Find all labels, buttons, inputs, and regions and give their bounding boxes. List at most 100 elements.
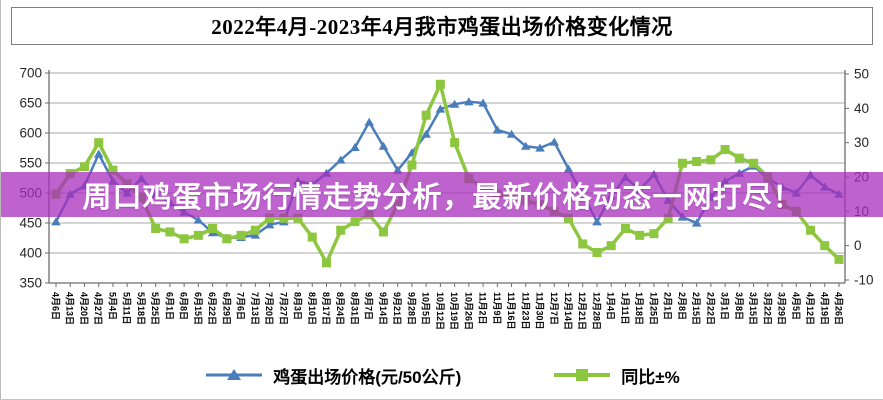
right-axis-label: 50 [854, 67, 869, 82]
x-axis-label: 7月6日 [236, 292, 246, 320]
x-axis-label: 10月26日 [463, 292, 473, 330]
price-point-marker [506, 129, 517, 138]
x-axis-label: 12月7日 [549, 292, 559, 325]
price-point-marker [51, 217, 61, 226]
yoy-point-marker [265, 213, 275, 223]
price-point-marker [93, 149, 104, 158]
x-axis-label: 6月22日 [207, 292, 217, 325]
yoy-point-marker [179, 234, 189, 244]
x-axis-label: 12月14日 [563, 292, 573, 330]
yoy-point-marker [165, 227, 175, 237]
x-axis-label: 9月7日 [364, 292, 374, 320]
price-line [54, 100, 840, 240]
x-axis-label: 10月19日 [449, 292, 459, 330]
price-point-marker [350, 142, 360, 151]
x-axis-label: 11月2日 [478, 292, 488, 325]
x-axis-label: 2月1日 [663, 292, 673, 320]
chart-legend: 鸡蛋出场价格(元/50公斤) 同比±% [1, 357, 883, 393]
x-axis-label: 4月19日 [819, 292, 829, 325]
yoy-point-marker [208, 224, 218, 233]
x-axis-label: 3月22日 [762, 292, 772, 325]
yoy-series-marker-icon [554, 369, 611, 381]
x-axis-label: 3月15日 [748, 292, 758, 325]
price-point-marker [421, 129, 431, 138]
price-point-marker [592, 217, 602, 226]
x-axis-label: 3月8日 [734, 292, 744, 320]
x-axis-label: 4月5日 [791, 292, 801, 320]
yoy-point-marker [564, 213, 574, 223]
price-point-marker [435, 104, 446, 113]
yoy-point-marker [236, 230, 246, 240]
yoy-point-marker [407, 160, 417, 170]
x-axis-label: 10月12日 [435, 292, 445, 330]
yoy-point-marker [706, 155, 716, 165]
x-axis-label: 7月20日 [264, 292, 274, 325]
price-series-marker-icon [206, 369, 263, 380]
x-axis-label: 11月23日 [520, 292, 530, 330]
yoy-point-marker [578, 239, 588, 249]
left-axis-label: 550 [19, 156, 42, 171]
yoy-point-marker [193, 230, 203, 240]
price-point-marker [193, 215, 204, 224]
yoy-point-marker [250, 225, 260, 235]
yoy-point-marker [307, 232, 317, 242]
x-axis-label: 6月29日 [221, 292, 231, 325]
price-point-marker [392, 165, 403, 174]
left-axis-label: 700 [19, 66, 42, 81]
legend-item-price: 鸡蛋出场价格(元/50公斤) [205, 363, 461, 388]
x-axis-label: 3月29日 [777, 292, 787, 325]
x-axis-label: 12月21日 [577, 292, 587, 330]
legend-label-price: 鸡蛋出场价格(元/50公斤) [273, 367, 462, 387]
x-axis-label: 8月17日 [321, 292, 331, 325]
x-axis-label: 1月11日 [620, 292, 630, 325]
price-point-marker [364, 117, 374, 126]
x-axis-label: 2月15日 [691, 292, 701, 325]
x-axis-label: 1月18日 [634, 292, 644, 325]
yoy-point-marker [450, 138, 460, 148]
price-point-marker [264, 220, 275, 229]
yoy-point-marker [293, 213, 303, 223]
yoy-point-marker [592, 248, 602, 258]
x-axis-label: 2月22日 [705, 292, 715, 325]
x-axis-label: 10月5日 [421, 292, 431, 325]
x-axis-label: 4月20日 [79, 292, 89, 325]
left-axis-label: 650 [19, 96, 42, 111]
yoy-point-marker [806, 225, 816, 235]
x-axis-label: 7月13日 [250, 292, 260, 325]
x-axis-label: 5月25日 [150, 292, 160, 325]
price-point-marker [464, 97, 474, 106]
yoy-point-marker [606, 241, 616, 251]
yoy-point-marker [734, 153, 744, 163]
x-axis-label: 5月11日 [122, 292, 132, 325]
yoy-point-marker [279, 213, 289, 223]
right-axis-label: 0 [854, 238, 862, 253]
left-axis-label: 400 [19, 246, 42, 261]
yoy-point-marker [421, 110, 431, 120]
x-axis-label: 8月31日 [349, 292, 359, 325]
price-point-marker [521, 141, 531, 150]
x-axis-label: 4月27日 [93, 292, 103, 325]
yoy-point-marker [222, 234, 232, 244]
yoy-point-marker [321, 258, 331, 268]
price-point-marker [492, 125, 503, 134]
x-axis-label: 9月14日 [378, 292, 388, 325]
yoy-point-marker [79, 162, 89, 172]
yoy-point-marker [350, 217, 360, 227]
left-axis-label: 350 [19, 276, 42, 291]
price-point-marker [535, 143, 545, 152]
price-point-marker [549, 137, 560, 146]
x-axis-label: 8月10日 [307, 292, 317, 325]
x-axis-label: 8月24日 [335, 292, 345, 325]
yoy-point-marker [834, 254, 844, 264]
x-axis-label: 6月8日 [179, 292, 189, 320]
yoy-point-marker [692, 157, 702, 167]
x-axis-label: 4月26日 [834, 292, 844, 325]
price-point-marker [378, 141, 389, 150]
yoy-point-marker [635, 230, 645, 240]
yoy-point-marker [649, 229, 659, 239]
x-axis-label: 9月28日 [406, 292, 416, 325]
yoy-point-marker [378, 227, 388, 237]
chart-title: 2022年4月-2023年4月我市鸡蛋出场价格变化情况 [211, 15, 673, 39]
price-point-marker [691, 218, 702, 227]
right-axis-label: 30 [854, 135, 869, 150]
